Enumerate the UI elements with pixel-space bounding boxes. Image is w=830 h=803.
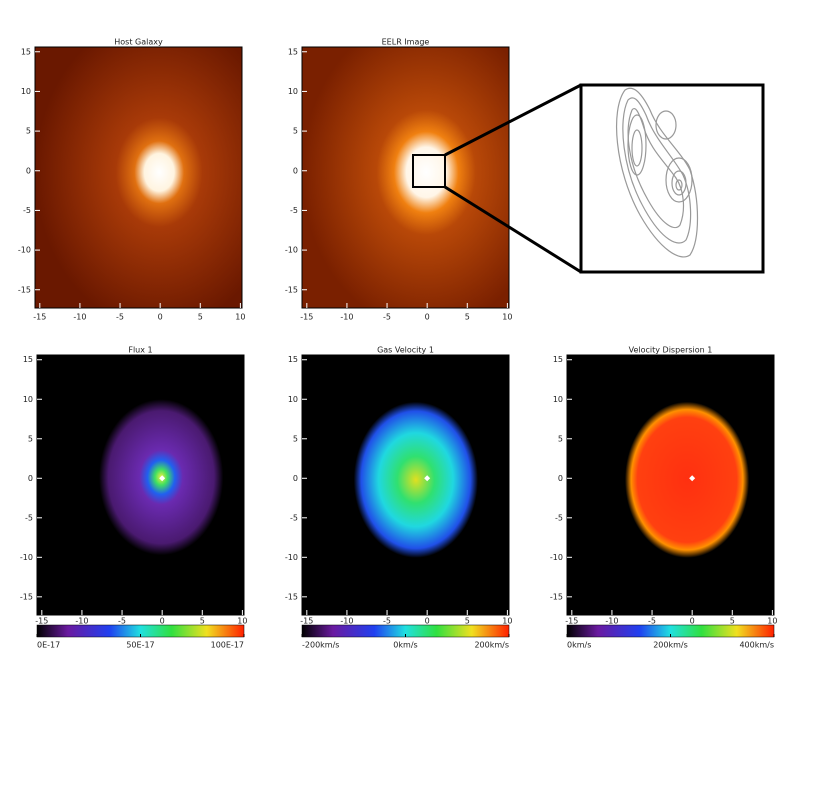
center-marker — [159, 475, 166, 482]
x-tick-label: -15 — [300, 617, 313, 626]
colorbar-label: 400km/s — [739, 641, 774, 650]
x-tick-label: -5 — [116, 313, 124, 322]
image — [567, 355, 774, 615]
x-tick-label: 5 — [465, 617, 470, 626]
x-tick-label: -15 — [300, 313, 313, 322]
x-tick-label: -5 — [383, 617, 391, 626]
x-tick-label: 10 — [235, 313, 245, 322]
y-tick-label: 10 — [288, 395, 298, 404]
colorbar-label: 0E-17 — [37, 641, 60, 650]
zoom-line — [444, 185, 582, 274]
y-tick-label: -5 — [290, 513, 298, 522]
x-tick-label: 0 — [160, 617, 165, 626]
y-tick-label: 10 — [23, 395, 33, 404]
x-tick-label: 5 — [465, 313, 470, 322]
image-frame — [301, 46, 510, 309]
panels: Host Galaxy -15 -10 -5 0 5 10 15 -15 -10 -5 0 5 10 EEL… — [18, 38, 778, 650]
image — [37, 355, 244, 615]
y-tick-label: 0 — [28, 474, 33, 483]
y-tick-label: 15 — [553, 355, 563, 364]
y-tick-label: -5 — [25, 513, 33, 522]
x-tick-label: -15 — [33, 313, 46, 322]
y-tick-label: 15 — [21, 47, 31, 56]
x-tick-label: -5 — [648, 617, 656, 626]
y-tick-label: -10 — [18, 246, 31, 255]
y-tick-label: 5 — [558, 434, 563, 443]
x-tick-label: 0 — [158, 313, 163, 322]
x-tick-label: 10 — [767, 617, 777, 626]
x-tick-label: 0 — [425, 617, 430, 626]
y-tick-label: 0 — [293, 474, 298, 483]
colorbar-label: 200km/s — [474, 641, 509, 650]
y-tick-label: 15 — [288, 47, 298, 56]
center-marker — [424, 475, 431, 482]
x-tick-label: -10 — [75, 617, 88, 626]
x-tick-label: 0 — [690, 617, 695, 626]
y-tick-label: 10 — [553, 395, 563, 404]
y-tick-label: 0 — [293, 166, 298, 175]
y-tick-label: 10 — [288, 87, 298, 96]
y-tick-label: 5 — [28, 434, 33, 443]
y-tick-label: -10 — [550, 553, 563, 562]
image-frame — [36, 354, 245, 616]
x-tick-label: -5 — [383, 313, 391, 322]
y-tick-label: -15 — [285, 592, 298, 601]
image — [302, 47, 509, 308]
x-tick-label: -15 — [35, 617, 48, 626]
image — [302, 355, 509, 615]
panel-title: Host Galaxy — [114, 38, 163, 47]
contours — [616, 87, 699, 258]
x-tick-label: 10 — [502, 617, 512, 626]
y-tick-label: -15 — [20, 592, 33, 601]
x-tick-label: 0 — [425, 313, 430, 322]
colorbar-label: 0km/s — [393, 641, 417, 650]
y-tick-label: -10 — [285, 246, 298, 255]
x-tick-label: -5 — [118, 617, 126, 626]
y-tick-label: 5 — [26, 127, 31, 136]
x-tick-label: 5 — [200, 617, 205, 626]
image-frame — [34, 46, 243, 309]
image — [35, 47, 242, 308]
x-tick-label: -15 — [565, 617, 578, 626]
colorbar-label: 200km/s — [653, 641, 688, 650]
panel-title: Flux 1 — [128, 346, 152, 355]
colorbar-label: 0km/s — [567, 641, 591, 650]
x-tick-label: -10 — [340, 313, 353, 322]
y-tick-label: 10 — [21, 87, 31, 96]
y-tick-label: 5 — [293, 127, 298, 136]
x-tick-label: 5 — [198, 313, 203, 322]
x-tick-label: 5 — [730, 617, 735, 626]
y-tick-label: -15 — [18, 285, 31, 294]
y-tick-label: -5 — [555, 513, 563, 522]
y-tick-label: -15 — [550, 592, 563, 601]
panel-title: EELR Image — [382, 38, 430, 47]
colorbar-label: -200km/s — [302, 641, 339, 650]
zoom-box — [412, 154, 446, 188]
colorbar-label: 100E-17 — [211, 641, 244, 650]
y-tick-label: -5 — [23, 206, 31, 215]
y-tick-label: 15 — [288, 355, 298, 364]
y-tick-label: 0 — [26, 166, 31, 175]
panel-title: Velocity Dispersion 1 — [629, 346, 713, 355]
panel-title: Gas Velocity 1 — [377, 346, 434, 355]
zoom-line — [444, 83, 582, 157]
y-tick-label: 0 — [558, 474, 563, 483]
center-marker — [689, 475, 696, 482]
y-tick-label: 5 — [293, 434, 298, 443]
x-tick-label: -10 — [605, 617, 618, 626]
x-tick-label: -10 — [340, 617, 353, 626]
x-tick-label: -10 — [73, 313, 86, 322]
x-tick-label: 10 — [502, 313, 512, 322]
y-tick-label: -5 — [290, 206, 298, 215]
y-tick-label: -15 — [285, 285, 298, 294]
image-frame — [301, 354, 510, 616]
y-tick-label: -10 — [20, 553, 33, 562]
y-tick-label: -10 — [285, 553, 298, 562]
y-tick-label: 15 — [23, 355, 33, 364]
zoom-inset — [412, 83, 765, 274]
x-tick-label: 10 — [237, 617, 247, 626]
image-frame — [566, 354, 775, 616]
colorbar-label: 50E-17 — [126, 641, 154, 650]
